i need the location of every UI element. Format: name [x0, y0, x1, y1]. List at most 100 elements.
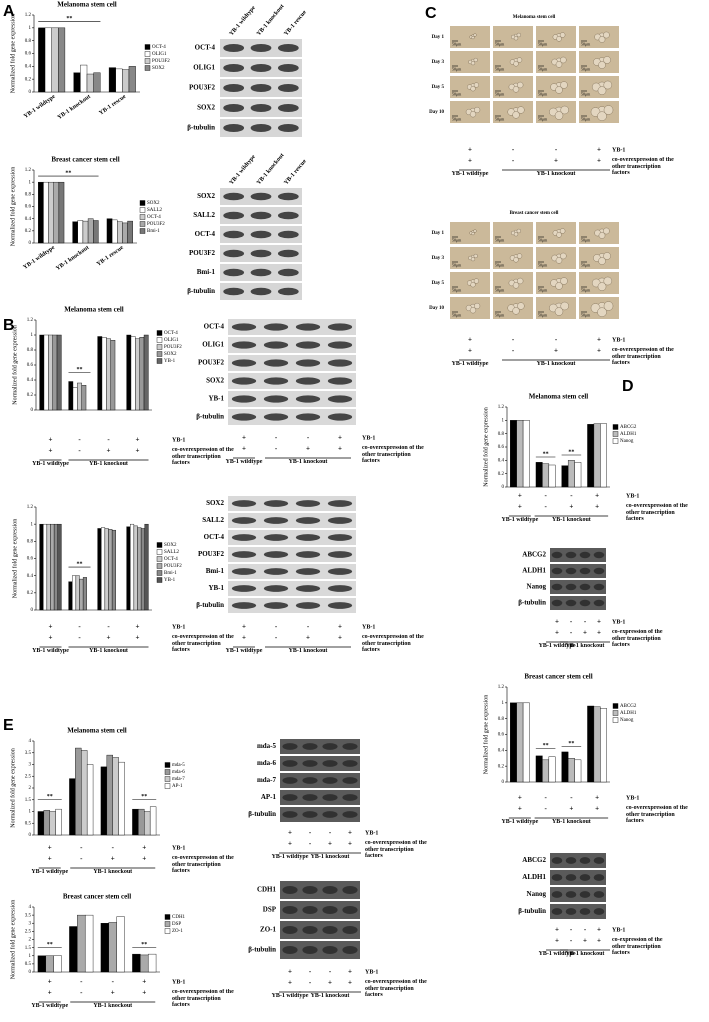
y-tick-label: 2: [29, 938, 32, 943]
condition-sign: -: [107, 623, 110, 631]
blot-row-label: POU3F2: [198, 550, 225, 558]
band: [277, 211, 299, 220]
band: [565, 599, 577, 607]
band: [551, 551, 563, 559]
bar: [567, 460, 575, 488]
band: [551, 857, 563, 864]
blot-row-label: OLIG1: [202, 341, 224, 349]
legend-swatch: [139, 200, 146, 206]
legend-swatch: [164, 769, 171, 775]
condition-sign: -: [512, 146, 515, 154]
bar: [84, 914, 94, 973]
condition-sign: +: [242, 445, 246, 453]
scale-label: 50μm: [581, 66, 591, 71]
y-tick-label: 0.2: [498, 472, 505, 477]
band: [295, 551, 321, 558]
blot-row-label: OLIG1: [193, 64, 215, 72]
condition-sign: +: [555, 937, 559, 945]
x-tick-label: YB-1 knockout: [57, 94, 92, 121]
blot-row-label: Nanog: [527, 890, 547, 898]
bar: [39, 523, 44, 611]
condition-sign: +: [554, 157, 558, 165]
condition-sign: +: [597, 146, 601, 154]
scale-label: 50μm: [495, 116, 505, 121]
bar: [106, 218, 113, 244]
band: [322, 811, 338, 818]
y-axis-label: Normalized fold gene expression: [11, 519, 18, 598]
condition-sign: +: [288, 840, 292, 848]
chart-title: Breast cancer stem cell: [63, 893, 131, 901]
condition-sign: -: [275, 434, 278, 442]
y-tick-label: 0.4: [498, 748, 505, 753]
condition-sign: +: [306, 445, 310, 453]
band: [250, 268, 272, 277]
scale-label: 50μm: [452, 116, 462, 121]
legend-swatch: [139, 214, 146, 220]
condition-label: YB-1: [365, 969, 378, 975]
scale-label: 50μm: [581, 312, 591, 317]
band: [223, 104, 245, 112]
blot-strip: [550, 580, 606, 594]
bar: [48, 334, 53, 411]
condition-sign: +: [111, 855, 115, 863]
blot-row-label: β-tubulin: [248, 946, 276, 954]
bar: [100, 923, 110, 973]
cell: [517, 106, 525, 114]
y-tick-label: 1: [31, 522, 34, 527]
y-axis-label: Normalized fold gene expression: [11, 325, 18, 404]
band: [322, 886, 338, 894]
cell: [473, 33, 477, 37]
cell: [603, 276, 613, 286]
panel-label: C: [425, 5, 437, 22]
group-label: YB-1 wildtype: [31, 1003, 69, 1009]
bar: [79, 578, 84, 611]
band: [231, 500, 257, 507]
cell: [597, 307, 607, 317]
bar: [112, 757, 119, 836]
condition-sign: +: [348, 968, 352, 976]
condition-label: YB-1: [365, 830, 378, 836]
annotation: **: [568, 741, 574, 747]
y-tick-label: 0.2: [498, 764, 505, 769]
bar: [147, 953, 157, 973]
band: [231, 585, 257, 592]
band: [322, 794, 338, 801]
y-tick-label: 0.2: [25, 229, 32, 234]
scale-label: 50μm: [452, 262, 462, 267]
bar: [100, 766, 108, 836]
condition-label-box: co-overexpression of the other transcrip…: [626, 805, 688, 824]
group-label: YB-1 knockout: [310, 854, 350, 860]
chart-title: Breast cancer stem cell: [51, 156, 119, 164]
condition-label: YB-1: [612, 927, 625, 933]
blot-strip: [228, 496, 356, 511]
blot-strip: [228, 355, 356, 371]
bar: [600, 708, 607, 783]
condition-label-box: co-overexpression of the other transcrip…: [172, 447, 234, 466]
blot-row-label: β-tubulin: [187, 124, 215, 132]
band: [342, 946, 358, 954]
group-label: YB-1 wildtype: [32, 648, 69, 654]
cell: [598, 232, 606, 239]
y-tick-label: 0.4: [498, 458, 505, 463]
band: [327, 323, 353, 331]
condition-sign: -: [555, 336, 558, 344]
band: [231, 568, 257, 575]
scale-label: 50μm: [452, 312, 462, 317]
group-label-box: YB-1 wildtype: [226, 648, 263, 654]
condition-sign: +: [595, 492, 599, 500]
blot-strip: [280, 756, 360, 771]
bar: [574, 759, 582, 783]
condition-label-box: co-overexpression of the other transcrip…: [172, 634, 234, 653]
condition-sign: +: [518, 805, 522, 813]
band: [327, 602, 353, 609]
group-label-box: YB-1 wildtype: [31, 1003, 69, 1009]
cell: [603, 56, 611, 64]
bar: [43, 181, 49, 244]
scale-label: 50μm: [581, 41, 591, 46]
condition-sign: +: [107, 634, 111, 642]
condition-label: YB-1: [172, 437, 185, 443]
group-label: YB-1 wildtype: [32, 461, 69, 467]
x-tick-label: YB-1 rescue: [98, 94, 127, 117]
bar: [104, 528, 109, 611]
bar: [127, 220, 133, 244]
